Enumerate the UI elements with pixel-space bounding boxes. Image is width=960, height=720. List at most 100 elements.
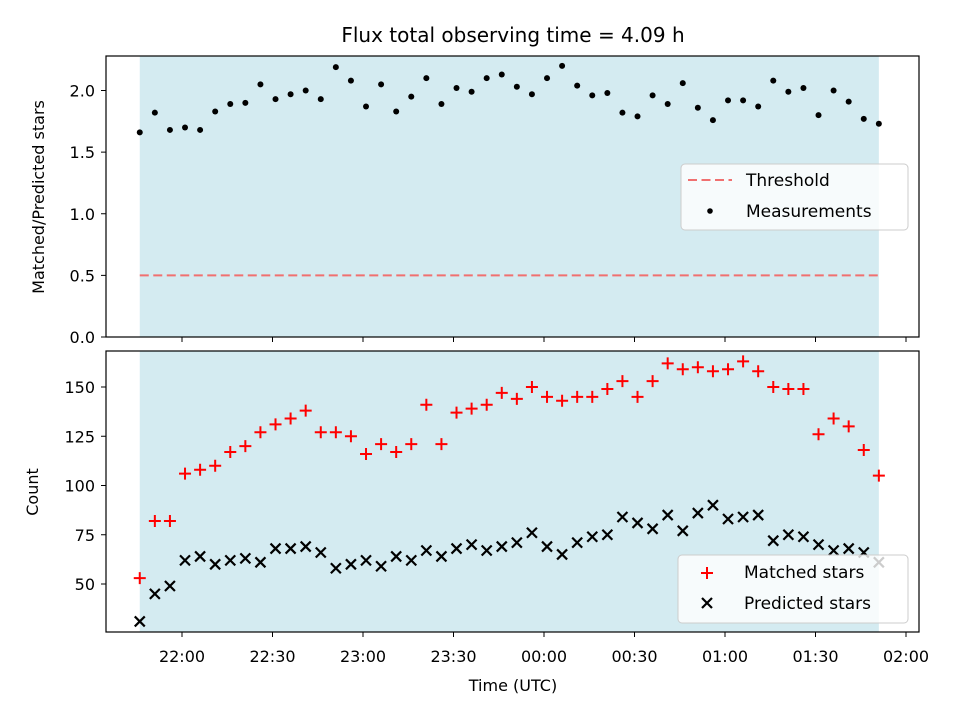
bottom-legend: Matched stars Predicted stars xyxy=(677,554,909,624)
predicted-point xyxy=(345,558,357,571)
legend-measurement-label: Measurements xyxy=(746,202,872,222)
top-legend-box xyxy=(680,163,909,231)
predicted-point xyxy=(842,542,855,555)
x-tick-label: 23:00 xyxy=(340,647,386,666)
measurement-point xyxy=(513,83,520,90)
matched-point xyxy=(179,467,192,480)
matched-point xyxy=(571,390,584,403)
predicted-point xyxy=(179,554,191,567)
measurement-point xyxy=(197,126,204,133)
measurement-point xyxy=(649,92,656,99)
predicted-point xyxy=(405,554,418,567)
matched-point xyxy=(857,444,870,457)
matched-point xyxy=(722,363,735,376)
measurement-point xyxy=(604,89,611,96)
bottom-y-tick-label: 50 xyxy=(75,575,95,594)
matched-point xyxy=(631,390,644,403)
matched-point xyxy=(872,469,885,482)
top-legend: Threshold Measurements xyxy=(680,163,909,231)
measurement-point xyxy=(634,113,641,120)
x-tick-label: 01:00 xyxy=(702,647,748,666)
predicted-point xyxy=(707,499,719,511)
legend-predicted-swatch xyxy=(701,597,713,609)
matched-point xyxy=(586,390,599,403)
predicted-point xyxy=(269,542,282,555)
measurement-point xyxy=(740,97,747,104)
matched-point xyxy=(420,398,433,411)
measurement-point xyxy=(363,103,370,110)
predicted-point xyxy=(390,550,402,563)
measurement-point xyxy=(242,99,249,106)
measurement-point xyxy=(393,108,400,115)
bottom-x-axis: 22:00 22:30 23:00 23:30 00:00 00:30 01:00 01:30… xyxy=(159,632,929,666)
measurement-point xyxy=(438,101,445,108)
bottom-legend-box xyxy=(677,554,909,624)
top-y-axis: 0.0 0.5 1.0 1.5 2.0 xyxy=(70,82,106,347)
matched-point xyxy=(329,426,342,439)
measurement-point xyxy=(498,71,505,78)
x-axis-label: Time (UTC) xyxy=(468,676,557,695)
measurement-point xyxy=(166,126,173,133)
matched-point xyxy=(737,355,750,368)
legend-matched-label: Matched stars xyxy=(744,563,864,583)
predicted-point xyxy=(556,548,568,561)
matched-point xyxy=(284,412,297,425)
matched-point xyxy=(510,392,523,405)
measurement-point xyxy=(845,98,852,105)
predicted-point xyxy=(299,540,312,553)
measurement-point xyxy=(227,101,234,108)
predicted-point xyxy=(254,556,267,569)
predicted-point xyxy=(450,542,463,555)
predicted-point xyxy=(661,509,674,521)
predicted-point xyxy=(586,530,599,543)
predicted-point xyxy=(420,544,433,557)
chart-title: Flux total observing time = 4.09 h xyxy=(341,23,684,47)
predicted-point xyxy=(752,509,764,521)
matched-point xyxy=(435,438,448,451)
matched-point xyxy=(842,420,855,433)
measurement-point xyxy=(800,85,807,92)
matched-point xyxy=(480,398,493,411)
measurement-point xyxy=(755,103,762,110)
measurement-point xyxy=(664,101,671,108)
predicted-point xyxy=(511,536,523,549)
predicted-point xyxy=(827,544,840,557)
measurement-point xyxy=(378,81,385,88)
legend-predicted-label: Predicted stars xyxy=(744,594,871,614)
measurement-point xyxy=(272,96,279,103)
measurement-point xyxy=(182,124,189,131)
predicted-point xyxy=(737,511,749,523)
measurement-point xyxy=(317,96,324,103)
measurement-point xyxy=(559,62,566,69)
matched-point xyxy=(269,418,282,431)
legend-threshold-label: Threshold xyxy=(745,171,830,191)
matched-point xyxy=(254,426,267,439)
matched-point xyxy=(767,381,780,393)
measurement-point xyxy=(453,85,460,92)
matched-point xyxy=(812,428,825,441)
measurement-point xyxy=(725,97,732,104)
top-plot-frame xyxy=(105,55,920,338)
x-tick-label: 02:00 xyxy=(883,647,929,666)
matched-point xyxy=(405,438,418,451)
measurement-point xyxy=(151,109,158,116)
measurement-point xyxy=(528,91,535,98)
matched-point xyxy=(133,572,146,585)
bottom-y-tick-label: 100 xyxy=(64,477,95,496)
bottom-y-tick-label: 75 xyxy=(75,526,95,545)
matched-point xyxy=(375,438,388,451)
predicted-point xyxy=(797,530,810,543)
predicted-point xyxy=(646,523,659,535)
top-y-tick-label: 1.0 xyxy=(70,205,95,224)
predicted-point xyxy=(782,528,795,541)
predicted-points xyxy=(133,499,885,628)
bottom-plot-frame xyxy=(105,350,920,633)
matched-point xyxy=(224,446,237,459)
matched-point xyxy=(525,381,538,393)
matched-point xyxy=(541,390,554,403)
measurement-point xyxy=(287,91,294,98)
x-tick-label: 00:00 xyxy=(521,647,567,666)
measurement-point xyxy=(212,108,219,115)
predicted-point xyxy=(284,542,297,555)
